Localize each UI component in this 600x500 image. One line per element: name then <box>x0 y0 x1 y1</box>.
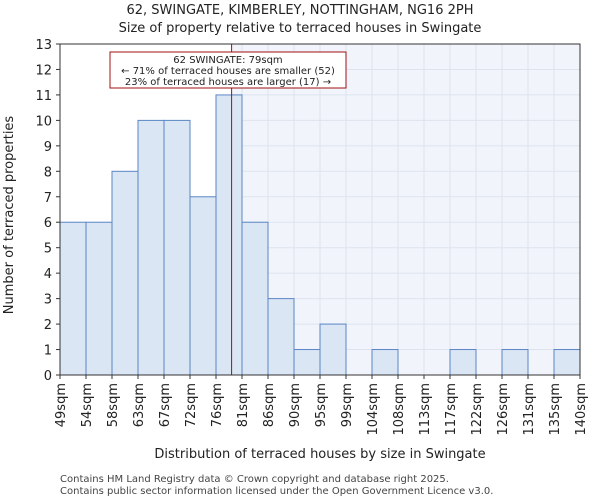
x-tick-label: 54sqm <box>80 383 95 427</box>
y-tick-label: 9 <box>44 140 52 155</box>
bar-58sqm <box>111 170 139 376</box>
bar-72sqm <box>189 196 217 376</box>
annotation-line-2: ← 71% of terraced houses are smaller (52… <box>121 66 335 77</box>
x-tick-label: 108sqm <box>392 383 407 436</box>
bar-76sqm <box>215 94 243 376</box>
x-tick-label: 90sqm <box>288 383 303 427</box>
x-tick-label: 81sqm <box>236 383 251 427</box>
x-tick-label: 99sqm <box>340 383 355 427</box>
y-tick-label: 7 <box>44 191 52 206</box>
y-tick-label: 8 <box>44 165 52 180</box>
bar-63sqm <box>137 119 165 376</box>
y-tick-label: 5 <box>44 242 52 257</box>
x-tick-label: 122sqm <box>470 383 485 436</box>
bar-54sqm <box>85 221 113 376</box>
x-tick-label: 113sqm <box>418 383 433 436</box>
footer-line-2: Contains public sector information licen… <box>60 486 493 497</box>
footer-line-1: Contains HM Land Registry data © Crown c… <box>60 474 449 485</box>
y-tick-label: 6 <box>44 216 52 231</box>
x-tick-label: 104sqm <box>366 383 381 436</box>
bar-135sqm <box>553 349 581 376</box>
bar-104sqm <box>371 349 399 376</box>
y-tick-label: 10 <box>35 114 52 129</box>
x-tick-label: 72sqm <box>184 383 199 427</box>
bars <box>59 94 581 376</box>
x-tick-label: 49sqm <box>54 383 69 427</box>
annotation-line-3: 23% of terraced houses are larger (17) → <box>125 77 331 88</box>
y-tick-label: 13 <box>35 38 52 53</box>
bar-67sqm <box>163 119 191 376</box>
annotation-box: 62 SWINGATE: 79sqm ← 71% of terraced hou… <box>109 51 347 89</box>
annotation-frame <box>109 51 347 89</box>
x-tick-label: 63sqm <box>132 383 147 427</box>
x-tick-label: 131sqm <box>522 383 537 436</box>
y-tick-label: 4 <box>44 267 52 282</box>
y-tick-label: 12 <box>35 63 52 78</box>
bar-117sqm <box>449 349 477 376</box>
x-tick-label: 86sqm <box>262 383 277 427</box>
x-axis-label: Distribution of terraced houses by size … <box>154 447 485 462</box>
bar-81sqm <box>241 221 269 376</box>
x-tick-label: 58sqm <box>106 383 121 427</box>
y-tick-label: 11 <box>35 89 52 104</box>
annotation-line-1: 62 SWINGATE: 79sqm <box>173 55 282 66</box>
x-tick-label: 67sqm <box>158 383 173 427</box>
x-tick-label: 140sqm <box>574 383 589 436</box>
x-tick-label: 126sqm <box>496 383 511 436</box>
x-axis-ticks: 49sqm 54sqm 58sqm 63sqm 67sqm 72sqm 76sqm 81sqm… <box>54 375 589 436</box>
chart-title: 62, SWINGATE, KIMBERLEY, NOTTINGHAM, NG1… <box>126 3 473 18</box>
y-tick-label: 1 <box>44 344 52 359</box>
x-tick-label: 76sqm <box>210 383 225 427</box>
bar-86sqm <box>267 298 295 376</box>
bar-49sqm <box>59 221 87 376</box>
y-tick-label: 0 <box>44 369 52 384</box>
bar-90sqm <box>293 349 321 376</box>
bar-95sqm <box>319 323 347 376</box>
bar-126sqm <box>501 349 529 376</box>
y-tick-label: 2 <box>44 318 52 333</box>
y-axis-label: Number of terraced properties <box>2 116 17 315</box>
chart-subtitle: Size of property relative to terraced ho… <box>119 21 482 36</box>
y-tick-label: 3 <box>44 293 52 308</box>
x-tick-label: 135sqm <box>548 383 563 436</box>
x-tick-label: 95sqm <box>314 383 329 427</box>
x-tick-label: 117sqm <box>444 383 459 436</box>
